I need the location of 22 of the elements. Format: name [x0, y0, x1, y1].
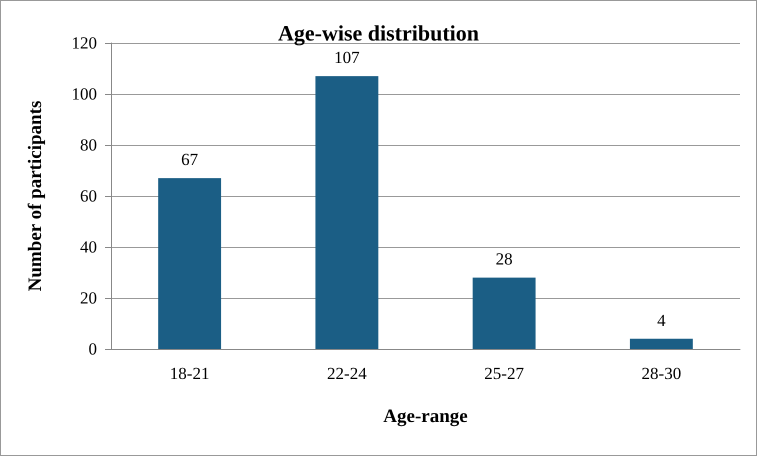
data-label: 4: [657, 310, 666, 330]
data-label: 107: [334, 48, 360, 68]
x-tick-label: 18-21: [170, 364, 210, 383]
y-tick-label: 20: [80, 288, 97, 308]
x-tick-label: 25-27: [484, 364, 524, 383]
x-tick-label: 28-30: [642, 364, 682, 383]
bar: [472, 278, 536, 349]
y-tick-label: 100: [72, 84, 97, 104]
y-tick-label: 120: [72, 34, 97, 52]
y-axis-title: Number of participants: [25, 100, 46, 292]
bar: [315, 76, 378, 349]
chart-title: Age-wise distribution: [278, 20, 480, 46]
y-tick-label: 80: [80, 136, 97, 154]
bar: [158, 178, 222, 349]
y-tick-label: 40: [80, 238, 97, 256]
data-label: 28: [496, 250, 513, 269]
data-label: 67: [181, 150, 199, 170]
y-tick-label: 0: [88, 340, 97, 358]
x-tick-label: 22-24: [327, 364, 368, 383]
y-tick-label: 60: [80, 186, 97, 206]
bar: [630, 338, 693, 349]
x-axis-title: Age-range: [383, 406, 468, 427]
